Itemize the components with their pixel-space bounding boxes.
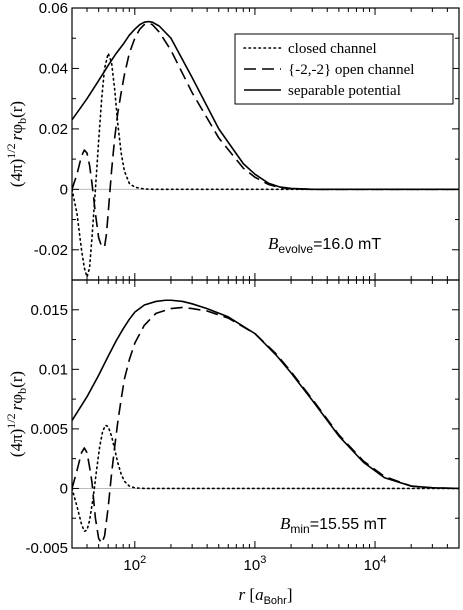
series-line-dotted [72,52,459,278]
legend-label: {-2,-2} open channel [288,62,414,78]
field-annotation: Bmin=15.55 mT [280,514,387,536]
y-axis-title: (4π)1/2rφb(r) [4,101,29,187]
y-tick-label: 0.06 [39,0,68,17]
series-line-solid [72,299,459,490]
y-tick-label: 0.005 [30,421,68,438]
x-tick-label: 104 [364,554,387,574]
legend: closed channel {-2,-2} open channel separa… [234,33,454,105]
legend-label: closed channel [288,41,377,57]
plot-frame [71,279,460,549]
y-tick-label: 0.02 [39,121,68,138]
x-axis-title: r [aBohr] [239,585,293,607]
series-line-dotted [72,424,459,533]
y-axis-title: (4π)1/2rφb(r) [4,371,29,457]
x-tick-label: 102 [123,554,146,574]
bottom-panel: -0.005 0 0.005 0.01 0.015 102 103 104 (4π)1/2rφb… [4,279,460,607]
series-line-solid [72,20,459,191]
series-line-dashed [72,22,459,248]
series-group [72,299,459,545]
y-tick-label: -0.02 [34,242,68,259]
y-tick-label: -0.005 [25,540,68,557]
series-line-dashed [72,306,459,545]
y-tick-label: 0.01 [39,361,68,378]
x-tick-label: 103 [244,554,267,574]
legend-label: separable potential [288,83,401,99]
y-tick-label: 0 [60,181,68,198]
y-tick-label: 0.04 [39,60,68,77]
series-group [72,20,459,278]
y-tick-label: 0.015 [30,302,68,319]
field-annotation: Bevolve=16.0 mT [268,234,381,256]
y-tick-label: 0 [60,480,68,497]
top-panel: -0.02 0 0.02 0.04 0.06 (4π)1/2rφb(r) Bevolve=1… [4,0,460,281]
